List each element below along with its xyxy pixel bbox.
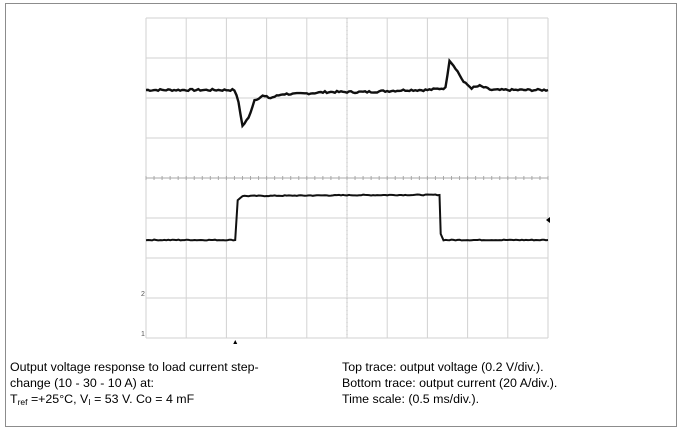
temp-subscript: ref xyxy=(17,397,28,407)
figure-frame xyxy=(5,3,677,427)
scope-grid xyxy=(145,17,549,339)
trigger-position-marker xyxy=(233,340,238,344)
bottom-trace-description: Bottom trace: output current (20 A/div.)… xyxy=(342,376,558,390)
top-trace-description: Top trace: output voltage (0.2 V/div.). xyxy=(342,360,544,374)
scope-traces xyxy=(145,58,549,242)
voltage-trace xyxy=(145,58,549,129)
conditions-rest: = 53 V. Co = 4 mF xyxy=(90,392,195,406)
caption-left-line-1: Output voltage response to load current … xyxy=(10,360,259,374)
current-trace xyxy=(145,193,549,242)
caption-right: Top trace: output voltage (0.2 V/div.). … xyxy=(342,359,557,407)
temp-symbol: T xyxy=(10,392,18,406)
caption-left-line-2: change (10 - 30 - 10 A) at: xyxy=(10,376,154,390)
caption-left-line-3: Tref =+25°C, VI = 53 V. Co = 4 mF xyxy=(10,391,259,407)
voltage-subscript: I xyxy=(88,397,91,407)
channel-1-marker: 1 xyxy=(141,331,145,338)
temp-and-voltage: =+25°C, V xyxy=(27,392,89,406)
trigger-level-marker xyxy=(546,217,550,223)
oscilloscope-plot: 21 xyxy=(141,17,550,344)
channel-2-marker: 2 xyxy=(141,291,145,298)
channel-markers: 21 xyxy=(141,217,550,344)
caption-left: Output voltage response to load current … xyxy=(10,359,259,407)
time-scale-description: Time scale: (0.5 ms/div.). xyxy=(342,392,480,406)
